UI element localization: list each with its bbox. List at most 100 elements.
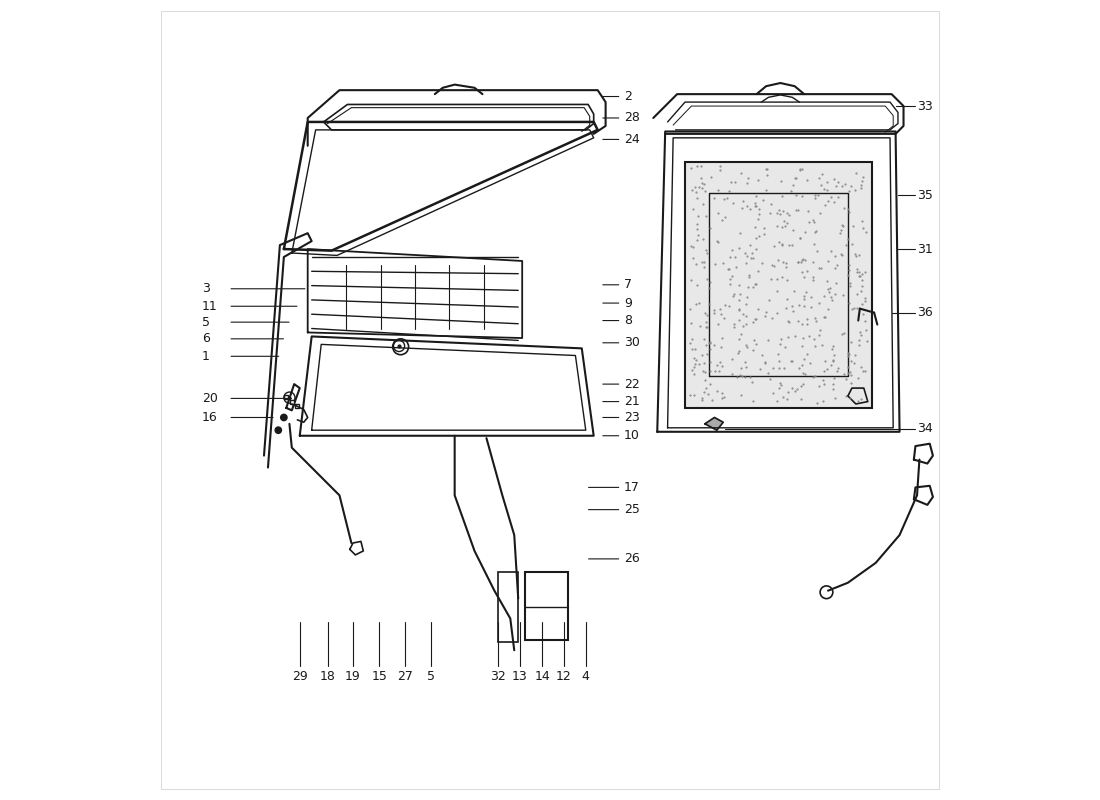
Point (750, 208, 768, 221)
Point (698, 348, 716, 361)
Point (790, 362, 807, 374)
Point (749, 174, 767, 186)
Point (730, 314, 748, 327)
Point (857, 365, 874, 378)
Point (815, 364, 833, 377)
Point (839, 232, 857, 245)
Point (837, 373, 855, 386)
Point (700, 298, 717, 310)
Point (789, 382, 806, 395)
Point (759, 163, 777, 176)
Point (792, 231, 810, 244)
Point (711, 364, 728, 377)
Point (735, 308, 752, 321)
Point (824, 294, 842, 306)
Point (710, 183, 727, 196)
Point (730, 304, 748, 317)
Point (769, 207, 786, 220)
Point (852, 182, 870, 194)
Text: 26: 26 (624, 552, 639, 566)
Point (854, 174, 871, 187)
Point (836, 326, 854, 339)
Point (768, 394, 785, 407)
Point (855, 364, 872, 377)
Point (763, 311, 781, 324)
Point (840, 259, 858, 272)
Point (804, 270, 822, 283)
Point (726, 250, 744, 263)
Point (820, 303, 837, 316)
Point (770, 354, 788, 367)
Point (691, 296, 708, 309)
Point (778, 274, 795, 286)
Point (785, 172, 803, 185)
Point (840, 185, 858, 198)
Point (783, 354, 801, 367)
Text: 29: 29 (292, 670, 308, 683)
Point (682, 162, 700, 174)
Point (751, 362, 769, 375)
Point (690, 229, 707, 242)
Point (815, 377, 833, 390)
Point (826, 287, 844, 300)
Point (842, 277, 859, 290)
Point (840, 366, 858, 378)
Point (681, 337, 698, 350)
Point (848, 287, 866, 300)
Point (727, 261, 745, 274)
Point (682, 274, 700, 286)
Point (825, 378, 843, 391)
Point (684, 251, 702, 264)
Circle shape (280, 414, 287, 421)
Point (834, 219, 851, 232)
Point (760, 294, 778, 306)
Text: 9: 9 (624, 297, 631, 310)
Point (773, 238, 791, 251)
Text: 34: 34 (917, 422, 933, 435)
Point (823, 343, 840, 356)
Point (793, 266, 811, 279)
Point (796, 254, 814, 266)
Point (755, 227, 772, 240)
Point (818, 175, 836, 188)
Point (736, 355, 754, 368)
Point (854, 279, 871, 292)
Point (793, 393, 811, 406)
Point (801, 356, 818, 369)
Point (832, 227, 849, 240)
Point (777, 219, 794, 232)
Point (697, 315, 715, 328)
Point (695, 357, 713, 370)
Point (792, 256, 810, 269)
Point (768, 306, 785, 319)
Point (691, 181, 708, 194)
Point (750, 230, 768, 242)
Point (696, 366, 714, 378)
Point (852, 284, 870, 297)
Text: 31: 31 (917, 242, 933, 255)
Point (696, 374, 714, 386)
Point (713, 214, 730, 226)
Point (816, 354, 834, 367)
Point (701, 336, 718, 349)
Point (843, 354, 860, 367)
Bar (498, 572, 518, 642)
Text: 11: 11 (202, 300, 218, 313)
Point (702, 342, 719, 355)
Point (778, 293, 795, 306)
Point (697, 382, 715, 394)
Point (695, 386, 713, 398)
Point (854, 274, 871, 286)
Point (715, 192, 733, 205)
Point (710, 235, 727, 248)
Point (850, 326, 868, 338)
Point (833, 179, 850, 192)
Point (850, 265, 868, 278)
Point (718, 263, 736, 276)
Point (820, 254, 837, 267)
Text: 10: 10 (624, 430, 640, 442)
Point (689, 160, 706, 173)
Point (779, 386, 796, 398)
Point (749, 213, 767, 226)
Point (702, 365, 719, 378)
